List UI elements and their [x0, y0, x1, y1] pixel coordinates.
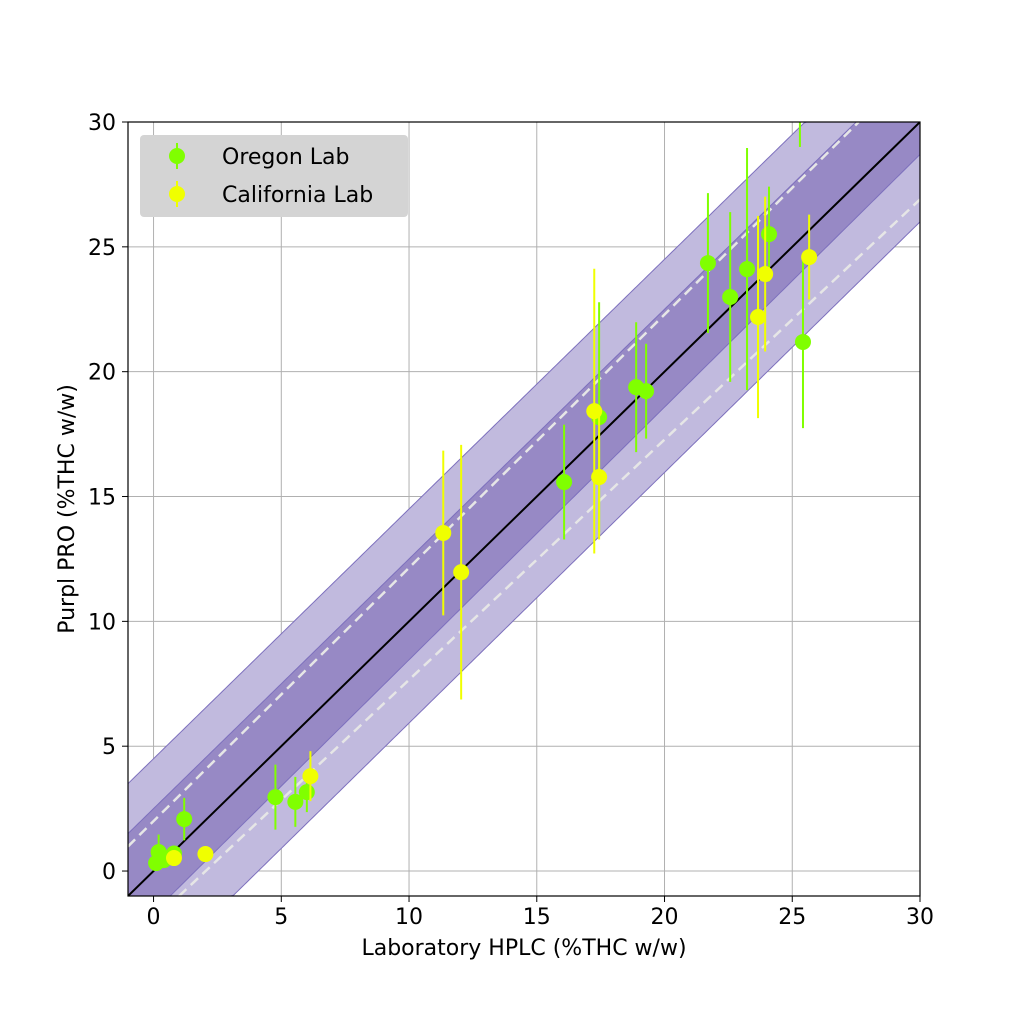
- y-tick-label: 10: [88, 610, 116, 635]
- data-point: [757, 266, 774, 283]
- data-point: [739, 261, 756, 278]
- x-tick-label: 20: [651, 905, 679, 930]
- ticks: 0 5 10 15 20 25 30 0 5 10 15 20 25 30: [88, 111, 934, 930]
- data-point: [197, 846, 214, 863]
- legend-california-label: California Lab: [222, 183, 373, 208]
- x-tick-label: 10: [395, 905, 423, 930]
- y-tick-label: 0: [102, 860, 116, 885]
- data-point: [761, 226, 778, 243]
- legend-california-marker: [169, 186, 185, 202]
- y-tick-label: 20: [88, 361, 116, 386]
- legend-oregon-label: Oregon Lab: [222, 145, 349, 170]
- x-tick-label: 15: [523, 905, 551, 930]
- data-point: [638, 383, 655, 400]
- data-point: [792, 52, 808, 68]
- x-tick-label: 25: [778, 905, 806, 930]
- data-point: [722, 289, 739, 306]
- y-tick-label: 30: [88, 111, 116, 136]
- data-point: [267, 789, 284, 806]
- data-point: [453, 564, 470, 581]
- y-tick-label: 15: [88, 486, 116, 511]
- legend: Oregon Lab California Lab: [140, 135, 408, 217]
- upper-dashed-line: [128, 122, 860, 848]
- x-tick-label: 0: [147, 905, 161, 930]
- data-point: [794, 333, 811, 350]
- x-axis-label: Laboratory HPLC (%THC w/w): [361, 936, 686, 961]
- data-point: [591, 469, 608, 486]
- y-tick-label: 5: [102, 735, 116, 760]
- series-california: [165, 196, 818, 867]
- data-point: [556, 474, 573, 491]
- data-point: [699, 255, 716, 272]
- identity-line: [128, 122, 920, 896]
- legend-oregon-marker: [169, 148, 185, 164]
- x-tick-label: 30: [906, 905, 934, 930]
- data-point: [302, 768, 319, 785]
- axes-frame: [127, 121, 921, 897]
- lower-dashed-line: [178, 198, 920, 896]
- data-point: [176, 811, 193, 828]
- data-point: [298, 784, 315, 801]
- data-point: [750, 308, 767, 325]
- data-point: [287, 793, 304, 810]
- x-tick-label: 5: [274, 905, 288, 930]
- data-point: [801, 249, 818, 266]
- data-point: [165, 850, 182, 867]
- plot-area: [128, 52, 920, 896]
- data-point: [435, 524, 452, 541]
- legend-box: [140, 135, 408, 217]
- y-axis-label: Purpl PRO (%THC w/w): [55, 384, 80, 634]
- y-tick-label: 25: [88, 236, 116, 261]
